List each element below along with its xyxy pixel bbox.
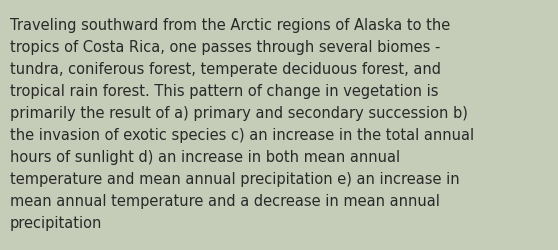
Text: mean annual temperature and a decrease in mean annual: mean annual temperature and a decrease i…: [10, 193, 440, 208]
Text: the invasion of exotic species c) an increase in the total annual: the invasion of exotic species c) an inc…: [10, 128, 474, 142]
Text: primarily the result of a) primary and secondary succession b): primarily the result of a) primary and s…: [10, 106, 468, 120]
Text: precipitation: precipitation: [10, 215, 102, 230]
Text: tundra, coniferous forest, temperate deciduous forest, and: tundra, coniferous forest, temperate dec…: [10, 62, 441, 77]
Text: hours of sunlight d) an increase in both mean annual: hours of sunlight d) an increase in both…: [10, 150, 400, 164]
Text: temperature and mean annual precipitation e) an increase in: temperature and mean annual precipitatio…: [10, 171, 460, 186]
Text: tropics of Costa Rica, one passes through several biomes -: tropics of Costa Rica, one passes throug…: [10, 40, 440, 55]
Text: tropical rain forest. This pattern of change in vegetation is: tropical rain forest. This pattern of ch…: [10, 84, 439, 98]
Text: Traveling southward from the Arctic regions of Alaska to the: Traveling southward from the Arctic regi…: [10, 18, 450, 33]
